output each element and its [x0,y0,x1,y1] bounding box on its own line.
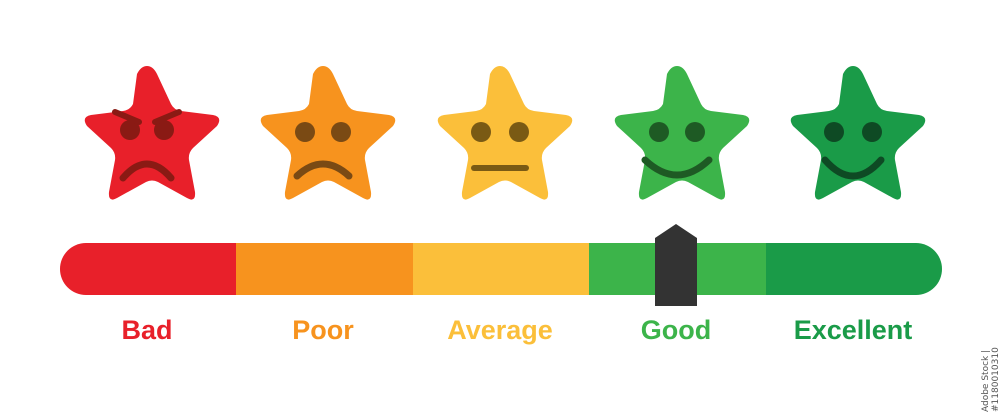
poor-star-icon [243,60,403,220]
label-good: Good [640,315,712,345]
big-smile-face-icon [821,122,885,180]
average-star-icon [420,60,580,220]
bar-segment-average [412,243,590,295]
rating-scale-bar [60,243,942,295]
excellent-star-icon [773,60,933,220]
label-excellent: Excellent [793,315,913,345]
label-average: Average [447,315,553,345]
neutral-face-icon [471,122,529,171]
bar-segment-bad [60,243,237,295]
label-poor: Poor [292,315,354,345]
rating-pointer-icon [653,222,699,306]
bad-star-icon [67,60,227,220]
bar-segment-excellent [765,243,942,295]
smile-face-icon [641,122,713,179]
sad-face-icon [293,122,353,180]
label-bad: Bad [121,315,173,345]
bar-segment-poor [236,243,413,295]
stock-id-text: Adobe Stock | #1180010310 [981,347,1000,412]
good-star-icon [597,60,757,220]
angry-face-icon [112,109,182,182]
